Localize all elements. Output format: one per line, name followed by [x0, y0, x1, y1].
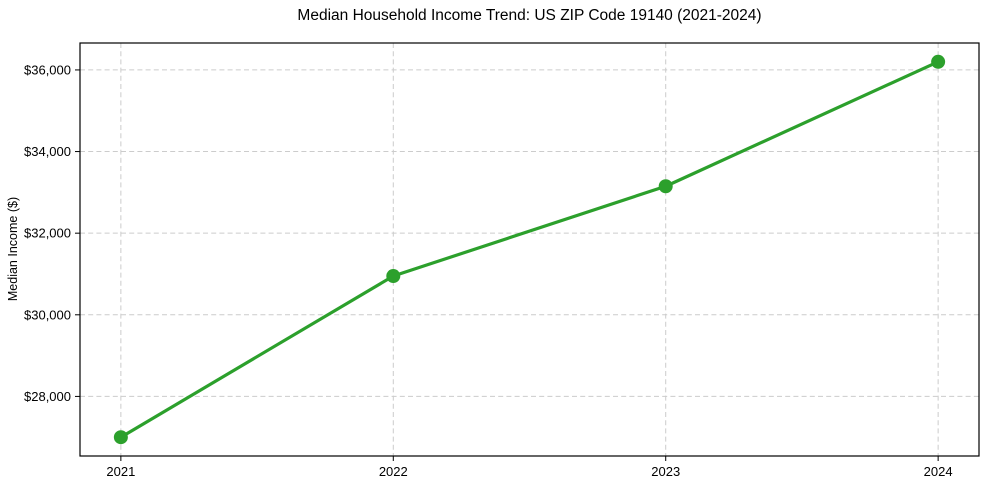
x-tick-label: 2021	[106, 464, 135, 479]
x-tick-label: 2024	[924, 464, 953, 479]
data-point	[386, 269, 401, 284]
y-tick-label: $28,000	[24, 389, 71, 404]
y-tick-label: $34,000	[24, 144, 71, 159]
x-tick-label: 2023	[651, 464, 680, 479]
data-line	[119, 60, 940, 439]
y-tick-label: $36,000	[24, 62, 71, 77]
data-point	[931, 54, 946, 69]
chart-title: Median Household Income Trend: US ZIP Co…	[297, 7, 762, 24]
x-tick-label: 2022	[379, 464, 408, 479]
y-tick-label: $32,000	[24, 226, 71, 241]
plot-border	[79, 42, 980, 457]
y-tick-label: $30,000	[24, 307, 71, 322]
data-point	[113, 430, 128, 445]
data-point	[658, 179, 673, 194]
